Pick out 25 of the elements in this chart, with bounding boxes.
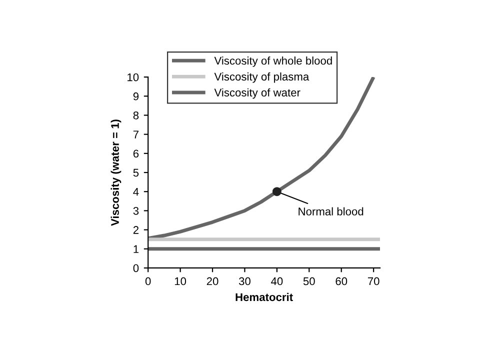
x-tick-label: 10 [174, 277, 186, 286]
x-tick-label: 60 [336, 277, 348, 286]
x-tick-label: 0 [145, 277, 151, 286]
legend-label: Viscosity of plasma [214, 72, 310, 83]
y-tick-label: 6 [133, 150, 139, 158]
y-tick-label: 2 [133, 226, 139, 234]
y-tick-label: 8 [133, 112, 139, 120]
y-tick-label: 5 [133, 168, 139, 177]
x-tick-label: 30 [238, 277, 250, 286]
y-tick-label: 4 [133, 188, 139, 196]
y-tick-label: 7 [133, 130, 139, 138]
x-tick-label: 40 [271, 277, 283, 286]
y-tick-label: 10 [128, 73, 139, 82]
legend-label: Viscosity of water [214, 88, 300, 99]
x-tick-label: 50 [303, 277, 315, 286]
y-axis-title: Viscosity (water = 1) [110, 120, 122, 226]
legend-label: Viscosity of whole blood [214, 56, 332, 67]
y-tick-label: 3 [133, 206, 139, 215]
y-tick-label: 0 [133, 264, 139, 272]
annotation: Normal blood [298, 207, 364, 216]
y-tick-label: 9 [133, 92, 139, 100]
y-tick-label: 1 [134, 245, 139, 253]
x-axis-title: Hematocrit [236, 292, 293, 302]
x-tick-label: 70 [368, 277, 380, 286]
x-tick-label: 20 [206, 277, 218, 286]
